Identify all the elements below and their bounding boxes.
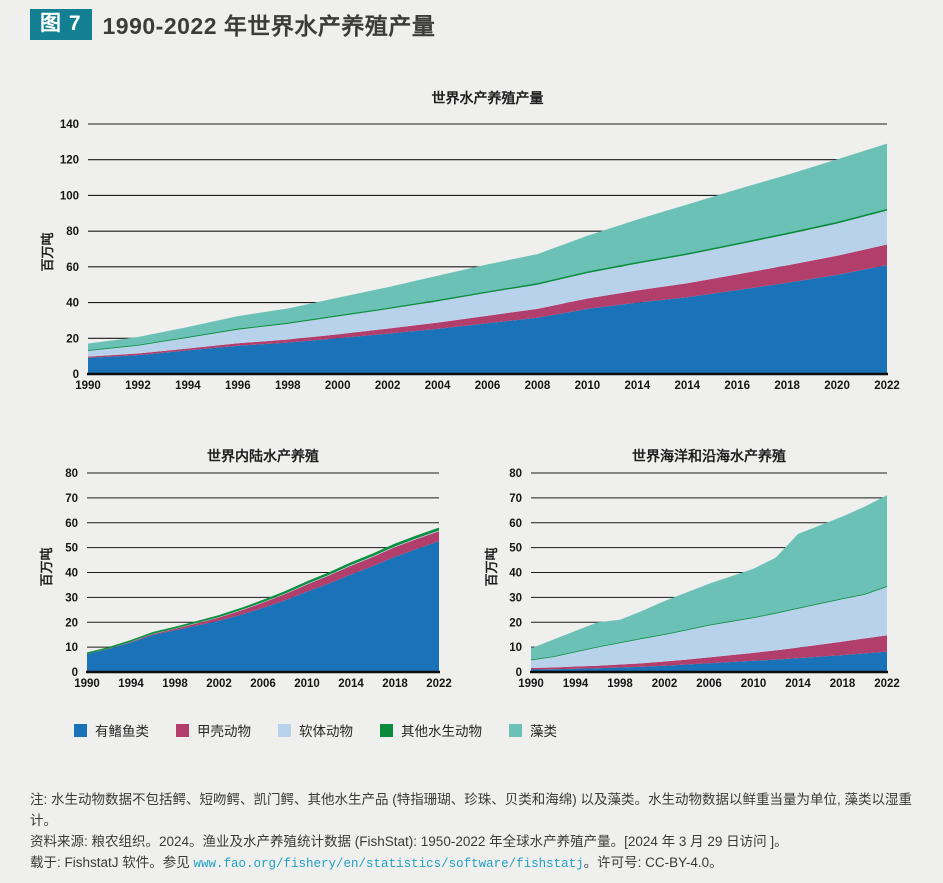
svg-text:40: 40 [509,568,522,580]
other-aquatic-animals-color-swatch [380,723,393,737]
fao-fishstatj-link[interactable]: www.fao.org/fishery/en/statistics/softwa… [193,857,584,871]
svg-text:2022: 2022 [874,380,900,392]
svg-text:2018: 2018 [830,678,856,690]
svg-text:10: 10 [509,642,522,654]
legend-item-crustaceans: 甲壳动物 [176,720,251,740]
svg-text:2006: 2006 [475,380,501,392]
svg-text:2016: 2016 [724,380,750,392]
inland-chart-title: 世界内陆水产养殖 [207,448,319,464]
figure-number-badge: 图 7 [30,8,92,40]
legend-label: 藻类 [530,724,557,739]
svg-text:70: 70 [509,493,522,505]
svg-text:120: 120 [60,155,79,167]
svg-text:2020: 2020 [824,380,850,392]
svg-text:50: 50 [65,543,78,555]
svg-text:60: 60 [66,262,79,274]
svg-text:1994: 1994 [563,678,589,690]
svg-text:2010: 2010 [294,678,320,690]
svg-text:2002: 2002 [375,380,401,392]
world-aquaculture-stacked-area-chart: 0 20 40 60 80 100 120 140 1990 1992 1994 1996 1998 20… [60,119,900,392]
svg-text:2000: 2000 [325,380,351,392]
figure-notes: 注: 水生动物数据不包括鳄、短吻鳄、凯门鳄、其他水生产品 (特指珊瑚、珍珠、贝类… [30,789,914,875]
svg-text:20: 20 [65,617,78,629]
svg-text:30: 30 [65,592,78,604]
svg-text:2010: 2010 [741,678,767,690]
legend-item-other-aquatic-animals: 其他水生动物 [380,720,482,740]
svg-text:2006: 2006 [250,678,276,690]
figure-header: 图 7 1990-2022 年世界水产养殖产量 [30,7,435,41]
svg-text:1994: 1994 [118,678,144,690]
legend-label: 其他水生动物 [401,724,482,739]
svg-text:0: 0 [516,667,522,679]
svg-text:40: 40 [65,568,78,580]
marine-aquaculture-stacked-area-chart: 0 10 20 30 40 50 60 70 80 1990 1994 1998 2002 2006 201… [509,468,900,690]
svg-text:2014: 2014 [785,678,811,690]
svg-text:2014: 2014 [674,380,700,392]
svg-text:2022: 2022 [426,678,452,690]
source-line2-prefix: 载于: FishstatJ 软件。参见 [30,855,194,870]
svg-text:2008: 2008 [525,380,551,392]
legend-item-finfish: 有鳍鱼类 [74,720,149,740]
legend-label: 软体动物 [299,724,353,739]
svg-text:140: 140 [60,119,79,131]
svg-text:80: 80 [66,226,79,238]
world-chart-title: 世界水产养殖产量 [431,90,544,106]
svg-text:1990: 1990 [74,678,100,690]
figure-title: 1990-2022 年世界水产养殖产量 [102,13,436,39]
svg-text:80: 80 [509,468,522,480]
svg-text:2002: 2002 [652,678,678,690]
svg-text:80: 80 [65,468,78,480]
svg-text:70: 70 [65,493,78,505]
legend-label: 甲壳动物 [197,724,251,739]
svg-text:1998: 1998 [607,678,633,690]
svg-text:40: 40 [66,298,79,310]
svg-text:10: 10 [65,642,78,654]
svg-text:1990: 1990 [75,380,101,392]
molluscs-color-swatch [278,723,291,737]
svg-text:2022: 2022 [874,678,900,690]
data-note: 注: 水生动物数据不包括鳄、短吻鳄、凯门鳄、其他水生产品 (特指珊瑚、珍珠、贝类… [30,792,912,828]
source-line2-suffix: 。许可号: CC-BY-4.0。 [583,855,723,870]
legend-item-molluscs: 软体动物 [278,720,353,740]
svg-text:60: 60 [509,518,522,530]
svg-text:50: 50 [509,543,522,555]
svg-text:2002: 2002 [206,678,232,690]
svg-text:0: 0 [72,667,78,679]
source-note: 资料来源: 粮农组织。2024。渔业及水产养殖统计数据 (FishStat): … [30,831,914,875]
svg-text:1996: 1996 [225,380,251,392]
crustaceans-color-swatch [176,723,189,737]
legend-item-algae: 藻类 [509,720,557,740]
svg-text:2018: 2018 [382,678,408,690]
marine-chart-title: 世界海洋和沿海水产养殖 [632,448,786,464]
finfish-color-swatch [74,723,87,737]
svg-text:2018: 2018 [774,380,800,392]
svg-text:1998: 1998 [275,380,301,392]
algae-color-swatch [509,723,522,737]
svg-text:1990: 1990 [518,678,544,690]
svg-text:20: 20 [66,333,79,345]
svg-text:2014: 2014 [625,380,651,392]
svg-text:2010: 2010 [575,380,601,392]
svg-text:20: 20 [509,617,522,629]
svg-text:1994: 1994 [175,380,201,392]
svg-text:2014: 2014 [338,678,364,690]
svg-text:30: 30 [509,592,522,604]
svg-text:60: 60 [65,518,78,530]
svg-text:1992: 1992 [125,380,151,392]
legend-label: 有鳍鱼类 [95,724,149,739]
svg-text:100: 100 [60,190,79,202]
chart-legend: 有鳍鱼类 甲壳动物 软体动物 其他水生动物 藻类 [74,720,557,740]
svg-text:1998: 1998 [162,678,188,690]
source-line1: 资料来源: 粮农组织。2024。渔业及水产养殖统计数据 (FishStat): … [30,834,788,849]
svg-text:2006: 2006 [696,678,722,690]
inland-aquaculture-stacked-area-chart: 0 10 20 30 40 50 60 70 80 1990 1994 1998 2002 2006 201… [65,468,452,690]
svg-text:2004: 2004 [425,380,451,392]
svg-text:0: 0 [73,369,79,381]
